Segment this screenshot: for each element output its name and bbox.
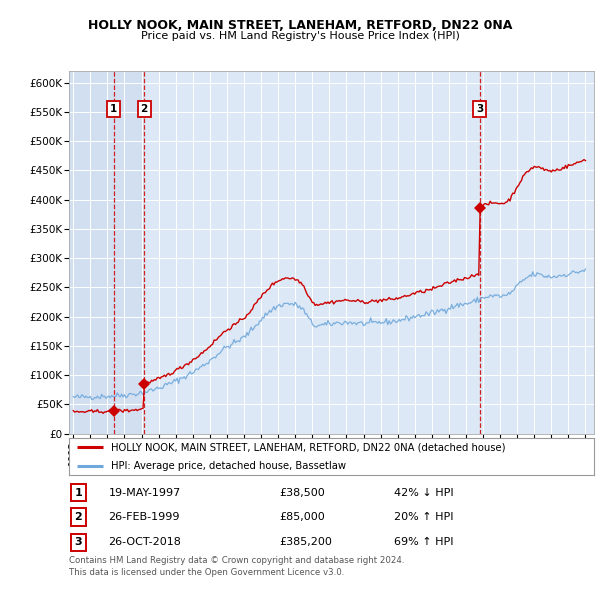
Text: £38,500: £38,500	[279, 488, 325, 497]
Text: 20% ↑ HPI: 20% ↑ HPI	[395, 512, 454, 522]
Text: HPI: Average price, detached house, Bassetlaw: HPI: Average price, detached house, Bass…	[111, 461, 346, 471]
Text: 1: 1	[110, 104, 118, 114]
Bar	[114, 71, 144, 434]
Text: 2: 2	[74, 512, 82, 522]
Text: 42% ↓ HPI: 42% ↓ HPI	[395, 488, 454, 497]
Text: £385,200: £385,200	[279, 537, 332, 547]
Text: HOLLY NOOK, MAIN STREET, LANEHAM, RETFORD, DN22 0NA: HOLLY NOOK, MAIN STREET, LANEHAM, RETFOR…	[88, 19, 512, 32]
Text: Price paid vs. HM Land Registry's House Price Index (HPI): Price paid vs. HM Land Registry's House …	[140, 31, 460, 41]
Text: Contains HM Land Registry data © Crown copyright and database right 2024.: Contains HM Land Registry data © Crown c…	[69, 556, 404, 565]
Text: 19-MAY-1997: 19-MAY-1997	[109, 488, 181, 497]
Text: 69% ↑ HPI: 69% ↑ HPI	[395, 537, 454, 547]
Text: This data is licensed under the Open Government Licence v3.0.: This data is licensed under the Open Gov…	[69, 568, 344, 576]
Text: £85,000: £85,000	[279, 512, 325, 522]
Text: 3: 3	[74, 537, 82, 547]
Text: HOLLY NOOK, MAIN STREET, LANEHAM, RETFORD, DN22 0NA (detached house): HOLLY NOOK, MAIN STREET, LANEHAM, RETFOR…	[111, 442, 505, 452]
Text: 26-OCT-2018: 26-OCT-2018	[109, 537, 181, 547]
Text: 26-FEB-1999: 26-FEB-1999	[109, 512, 180, 522]
Text: 3: 3	[476, 104, 484, 114]
Text: 2: 2	[140, 104, 148, 114]
Bar	[69, 71, 114, 434]
Text: 1: 1	[74, 488, 82, 497]
